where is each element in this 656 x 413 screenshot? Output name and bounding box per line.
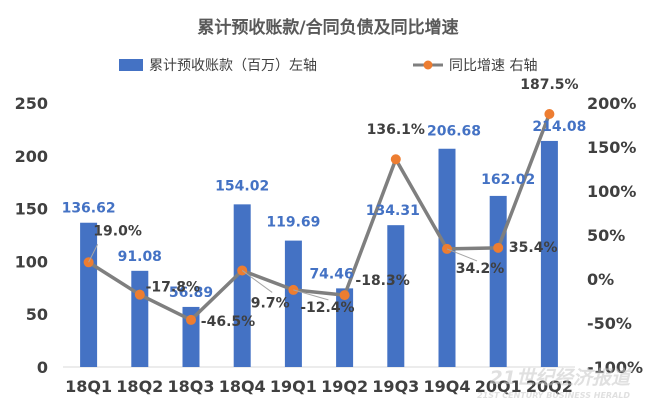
y-left-tick-label: 50	[26, 305, 48, 324]
bar-value-label: 214.08	[532, 119, 586, 135]
legend-swatch-marker	[423, 60, 433, 70]
growth-value-label: 35.4%	[509, 240, 558, 256]
y-left-tick-label: 150	[15, 200, 48, 219]
y-left-tick-label: 200	[15, 147, 48, 166]
growth-value-label: 187.5%	[520, 77, 578, 93]
bar-value-label: 134.31	[366, 203, 420, 219]
label-leader-line	[88, 244, 99, 263]
label-leader-line	[241, 270, 273, 293]
bar-value-label: 206.68	[427, 124, 481, 140]
watermark-text: 21世纪经济报道	[490, 367, 633, 389]
bar-value-label: 56.89	[169, 285, 213, 301]
x-tick-label: 19Q2	[321, 377, 368, 396]
chart-title: 累计预收账款/合同负债及同比增速	[197, 17, 458, 38]
growth-value-label: -46.5%	[201, 314, 255, 330]
growth-value-label: 19.0%	[93, 223, 142, 239]
growth-point	[339, 290, 350, 301]
growth-point	[544, 109, 555, 119]
y-right-tick-label: -50%	[587, 314, 632, 333]
growth-point	[134, 289, 145, 300]
bar	[284, 240, 302, 367]
bar	[387, 225, 405, 367]
legend-label-line: 同比增速 右轴	[449, 58, 537, 74]
x-tick-label: 18Q2	[116, 377, 163, 396]
x-tick-label: 19Q3	[372, 377, 419, 396]
x-tick-label: 18Q4	[219, 377, 266, 396]
bar-value-label: 154.02	[215, 178, 269, 194]
bar	[233, 204, 251, 367]
growth-value-label: 136.1%	[367, 122, 425, 138]
growth-value-label: 9.7%	[251, 295, 290, 311]
x-tick-label: 19Q1	[270, 377, 317, 396]
y-right-tick-label: 100%	[587, 182, 636, 201]
growth-line	[87, 113, 552, 322]
bar-value-label: 119.69	[266, 215, 320, 231]
bar	[80, 222, 98, 367]
watermark-subtext: 21ST CENTURY BUSINESS HERALD	[477, 391, 630, 400]
x-tick-label: 20Q2	[526, 377, 573, 396]
bar	[489, 195, 507, 367]
label-leader-line	[446, 248, 478, 262]
y-right-tick-label: 150%	[587, 138, 636, 157]
bar-value-label: 162.02	[481, 172, 535, 188]
bar-value-label: 74.46	[309, 266, 353, 282]
growth-point	[186, 314, 196, 325]
y-left-tick-label: 250	[15, 94, 48, 113]
x-tick-label: 18Q3	[168, 377, 215, 396]
label-leader-line	[293, 289, 329, 301]
y-left-tick-label: 0	[37, 358, 48, 377]
growth-value-label: -17.8%	[146, 280, 200, 296]
bar	[540, 140, 558, 367]
legend-swatch-bar	[119, 59, 143, 71]
bar-value-label: 91.08	[118, 249, 162, 265]
bar	[336, 288, 354, 367]
watermark: 21世纪经济报道 21ST CENTURY BUSINESS HERALD	[477, 367, 633, 400]
growth-value-label: -12.4%	[300, 300, 354, 316]
x-tick-label: 20Q1	[475, 377, 522, 396]
legend: 累计预收账款（百万）左轴 同比增速 右轴	[119, 58, 537, 74]
y-right-tick-label: -100%	[587, 358, 643, 377]
x-tick-label: 18Q1	[65, 377, 112, 396]
growth-point	[493, 242, 504, 253]
growth-point	[390, 154, 401, 165]
y-right-tick-label: 200%	[587, 94, 636, 113]
plot-area: 0 50 100 150 200 250 -100% -50% 0% 50% 100% 150% 200…	[15, 77, 643, 396]
y-left-tick-label: 100	[15, 252, 48, 271]
y-right-tick-label: 0%	[587, 270, 614, 289]
bar-value-label: 136.62	[62, 201, 116, 217]
legend-label-bar: 累计预收账款（百万）左轴	[149, 58, 317, 74]
growth-value-label: 34.2%	[456, 261, 505, 277]
y-right-tick-label: 50%	[587, 226, 625, 245]
growth-value-label: -18.3%	[355, 273, 409, 289]
x-tick-label: 19Q4	[424, 377, 471, 396]
bar	[438, 148, 456, 367]
